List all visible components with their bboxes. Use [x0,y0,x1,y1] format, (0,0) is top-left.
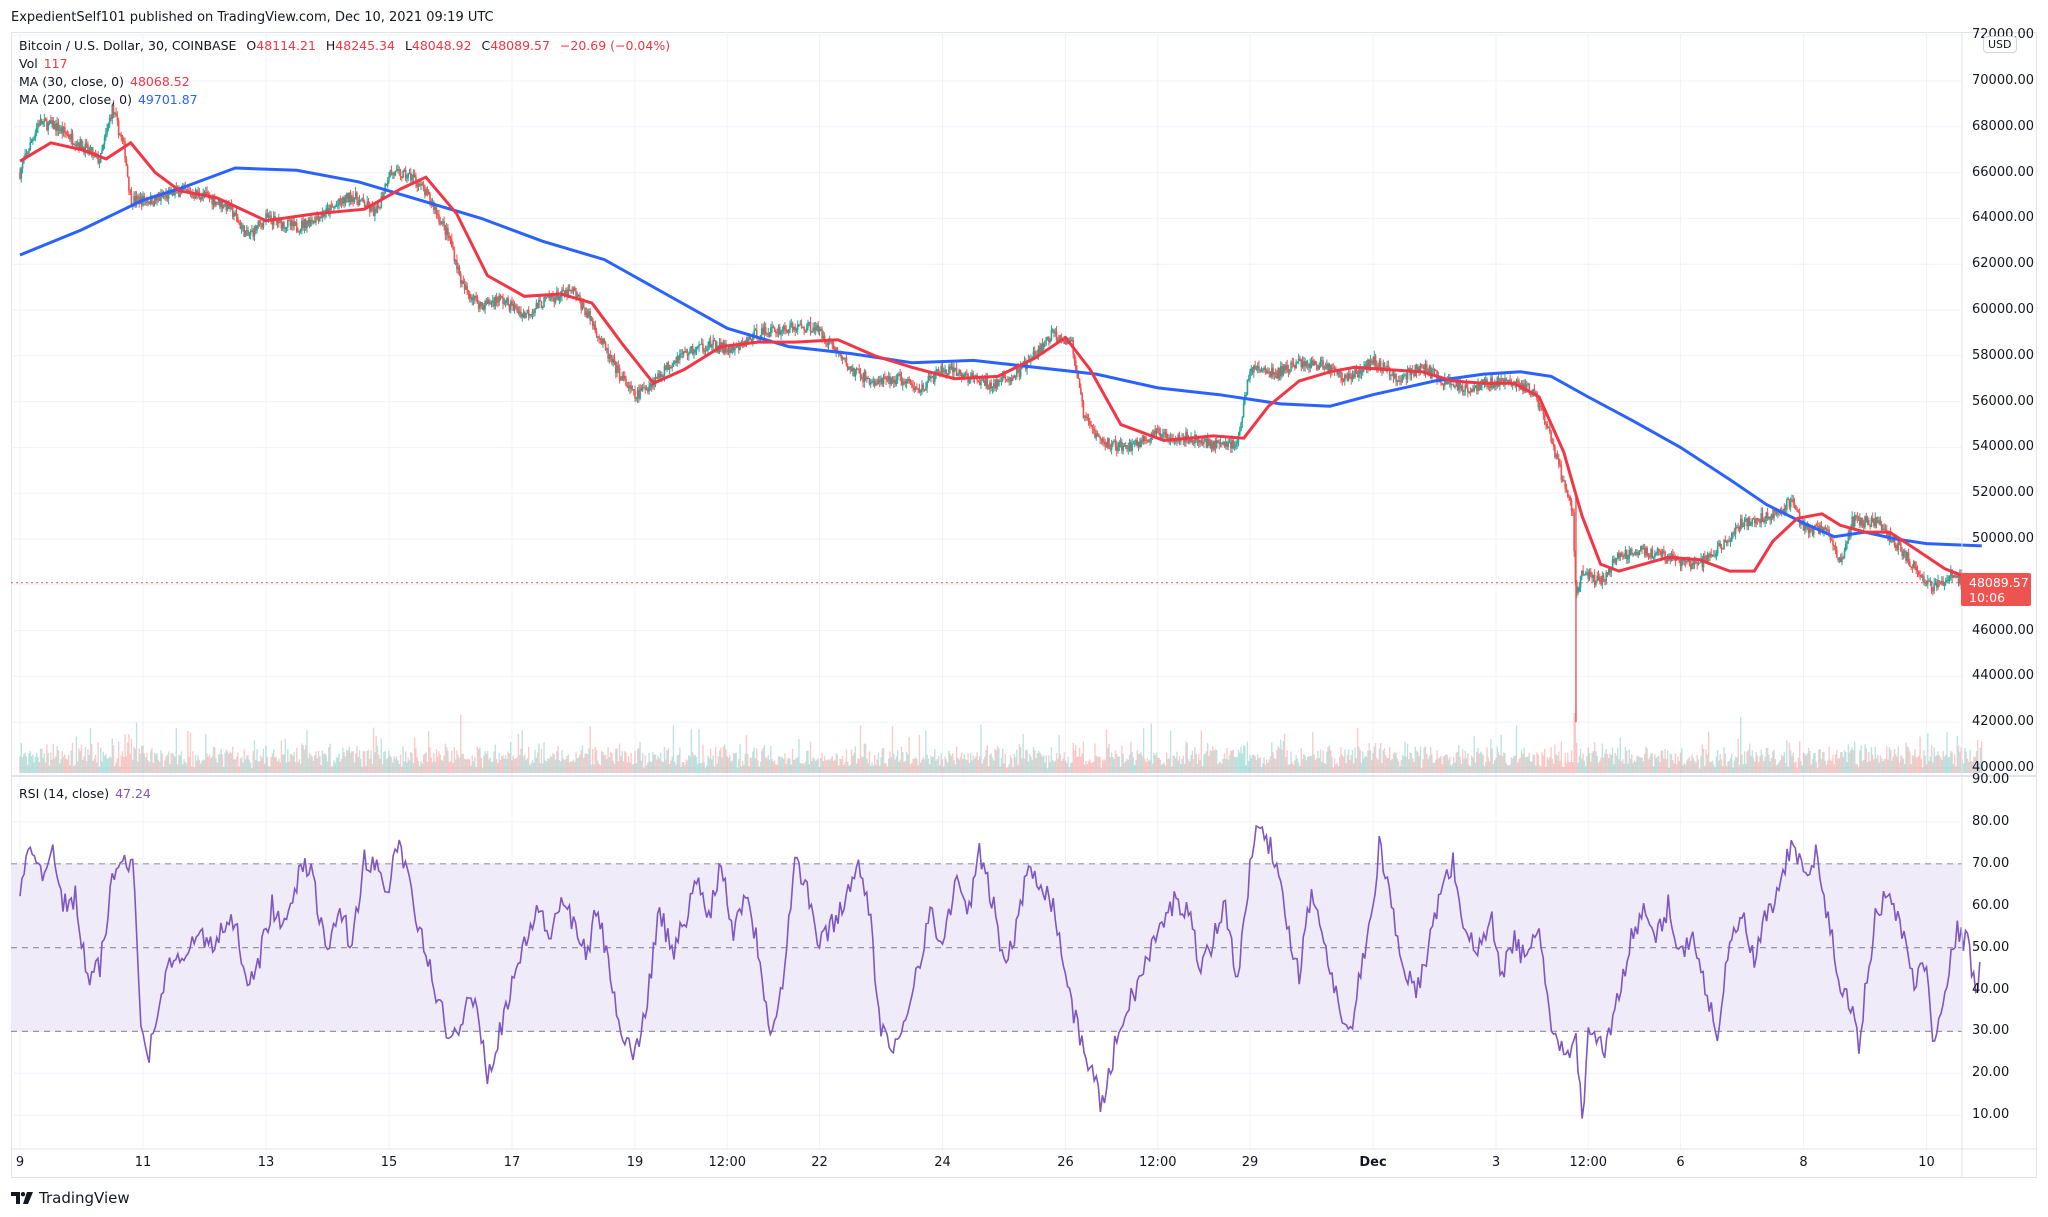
time-tick: 29 [1241,1155,1259,1170]
time-tick: 15 [380,1155,398,1170]
time-tick: 9 [15,1155,25,1170]
tradingview-logo[interactable]: TradingView [11,1189,130,1207]
rsi-tick: 80.00 [1972,813,2010,829]
price-tick: 52000.00 [1972,485,2035,501]
time-tick: 11 [134,1155,152,1170]
publisher-line: ExpedientSelf101 published on TradingVie… [11,10,494,25]
tradingview-logo-icon [11,1192,33,1204]
rsi-tick: 90.00 [1972,772,2010,787]
time-tick: 12:00 [1139,1155,1177,1170]
rsi-tick: 20.00 [1972,1065,2010,1081]
price-tick: 60000.00 [1972,302,2035,317]
price-tick: 66000.00 [1972,164,2035,180]
volume-label: Vol [19,56,38,71]
open-label: O [246,38,257,53]
time-tick: 3 [1491,1155,1501,1170]
time-tick: Dec [1359,1155,1387,1170]
rsi-tick: 60.00 [1972,897,2010,913]
rsi-tick: 50.00 [1972,939,2010,955]
time-tick: 12:00 [708,1155,746,1170]
price-tick: 68000.00 [1972,118,2035,134]
ma200-label: MA (200, close, 0) [19,92,132,107]
symbol-name: Bitcoin / U.S. Dollar, 30, COINBASE [19,38,237,53]
candlesticks [19,100,1983,723]
price-tick: 44000.00 [1972,668,2035,684]
time-tick: 26 [1057,1155,1074,1170]
close-value: 48089.57 [490,38,550,53]
low-label: L [404,38,412,53]
ma30-label: MA (30, close, 0) [19,74,125,89]
bar-countdown: 10:06 [1969,590,2006,605]
price-tick: 64000.00 [1972,210,2035,226]
ma30-legend[interactable]: MA (30, close, 0) 48068.52 [19,74,190,89]
time-tick: 8 [1799,1155,1808,1170]
time-tick: 19 [626,1155,644,1170]
open-value: 48114.21 [256,38,316,53]
low-value: 48048.92 [411,38,472,53]
time-tick: 6 [1676,1155,1685,1170]
price-tick: 54000.00 [1972,439,2035,455]
time-tick: 13 [257,1155,275,1170]
price-tick: 62000.00 [1972,256,2035,272]
rsi-tick: 70.00 [1972,855,2010,871]
price-tick: 40000.00 [1972,760,2035,775]
ma200-value: 49701.87 [137,92,198,107]
time-tick: 24 [934,1155,951,1170]
rsi-tick: 40.00 [1972,981,2010,997]
last-price-label: 48089.57 10:06 [1961,573,2031,606]
ma200-line [19,166,1982,548]
time-tick: 17 [503,1155,521,1170]
chart-frame [11,32,2037,1178]
close-label: C [481,38,491,53]
rsi-label: RSI (14, close) [19,786,110,801]
ma200-legend[interactable]: MA (200, close, 0) 49701.87 [19,92,198,107]
rsi-legend[interactable]: RSI (14, close) 47.24 [19,786,151,801]
price-tick: 56000.00 [1972,393,2035,409]
rsi-tick: 10.00 [1972,1107,2010,1123]
currency-badge[interactable]: USD [1983,36,2017,53]
volume-legend[interactable]: Vol 117 [19,56,68,71]
time-tick: 10 [1918,1155,1935,1170]
last-price-value: 48089.57 [1969,575,2029,590]
change-value: −20.69 (−0.04%) [559,38,671,53]
time-tick: 22 [811,1155,828,1170]
high-value: 48245.34 [335,38,395,53]
rsi-value: 47.24 [115,786,151,801]
price-tick: 50000.00 [1972,531,2035,546]
high-label: H [325,38,336,53]
ma30-value: 48068.52 [130,74,190,89]
price-tick: 46000.00 [1972,622,2035,638]
tradingview-wordmark: TradingView [39,1189,130,1207]
rsi-tick: 30.00 [1972,1023,2010,1039]
price-tick: 70000.00 [1972,73,2035,88]
time-tick: 12:00 [1569,1155,1607,1170]
rsi-band [11,863,1962,1032]
volume-bars [19,713,1983,773]
volume-value: 117 [43,56,68,71]
ma30-line [19,140,1983,585]
price-tick: 58000.00 [1972,347,2035,363]
price-tick: 42000.00 [1972,714,2035,730]
rsi-line [19,824,1981,1119]
symbol-legend[interactable]: Bitcoin / U.S. Dollar, 30, COINBASE O481… [19,38,670,53]
